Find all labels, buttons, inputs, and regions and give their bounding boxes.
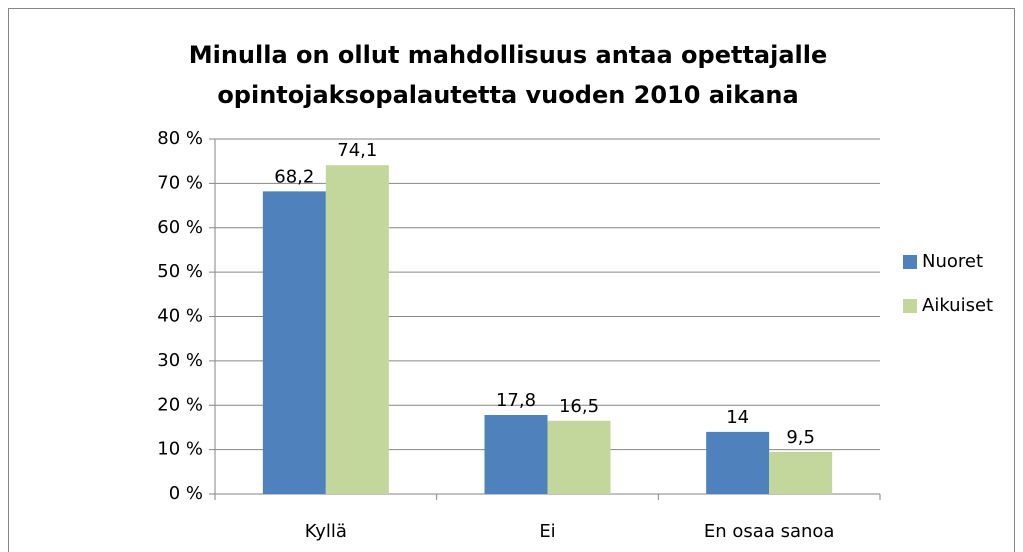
bar	[484, 415, 548, 494]
legend-swatch	[903, 299, 917, 313]
legend-label: Aikuiset	[922, 295, 993, 316]
data-label: 17,8	[496, 390, 536, 411]
bar	[325, 165, 389, 494]
y-tick-label: 50 %	[157, 261, 203, 282]
x-tick-label: Ei	[539, 521, 555, 542]
data-label: 68,2	[274, 166, 314, 187]
y-tick-label: 80 %	[157, 128, 203, 149]
y-tick-label: 20 %	[157, 394, 203, 415]
bar	[706, 431, 770, 494]
y-tick-label: 10 %	[157, 439, 203, 460]
data-label: 9,5	[786, 427, 815, 448]
x-tick-label: En osaa sanoa	[704, 521, 835, 542]
y-tick-label: 40 %	[157, 306, 203, 327]
x-tick-label: Kyllä	[305, 521, 347, 542]
y-tick-label: 0 %	[169, 483, 203, 504]
data-label: 16,5	[559, 396, 599, 417]
bar	[262, 191, 326, 495]
data-label: 14	[726, 407, 749, 428]
bar	[769, 451, 833, 494]
y-tick-label: 60 %	[157, 217, 203, 238]
data-label: 74,1	[337, 140, 377, 161]
legend-label: Nuoret	[922, 251, 983, 272]
legend-swatch	[903, 255, 917, 269]
y-tick-label: 70 %	[157, 172, 203, 193]
chart-title: Minulla on ollut mahdollisuus antaa opet…	[189, 41, 828, 69]
bar	[547, 420, 611, 494]
chart-title: opintojaksopalautetta vuoden 2010 aikana	[217, 81, 798, 109]
y-tick-label: 30 %	[157, 350, 203, 371]
